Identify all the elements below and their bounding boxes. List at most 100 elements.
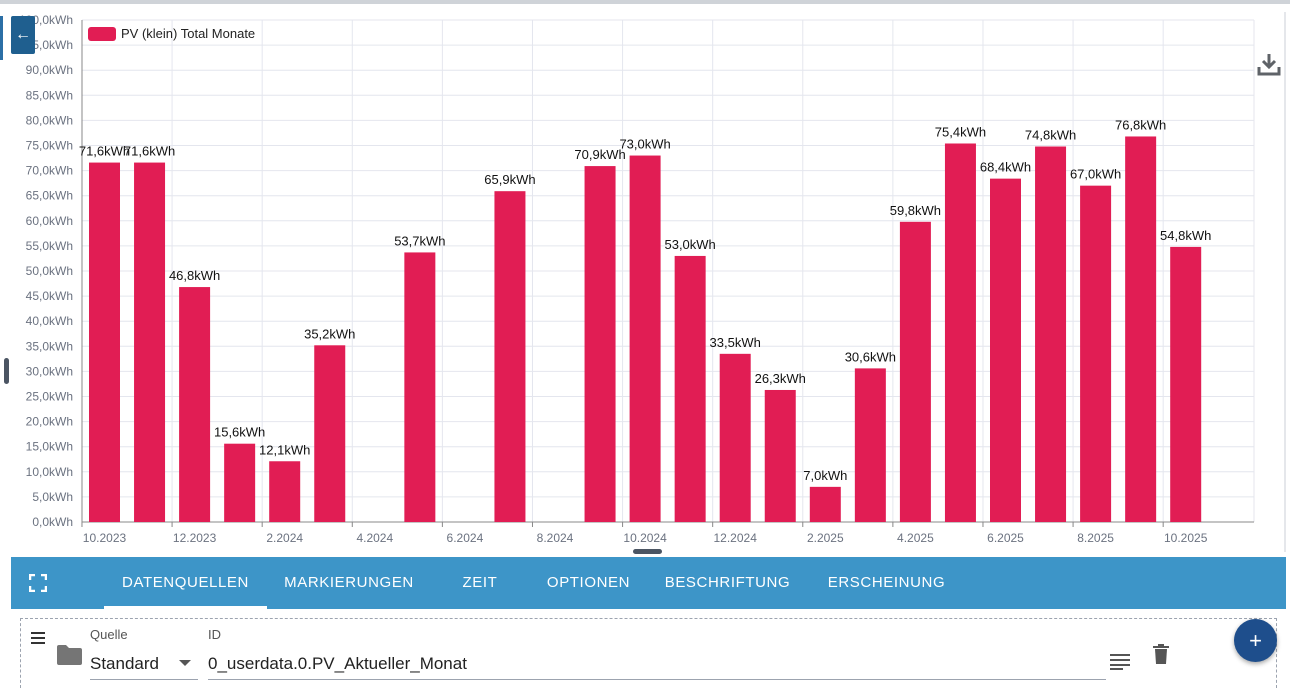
bar bbox=[674, 255, 706, 522]
bar bbox=[269, 461, 301, 522]
y-tick-label: 5,0kWh bbox=[32, 490, 73, 504]
top-border bbox=[0, 0, 1290, 4]
bar bbox=[944, 143, 976, 522]
data-label: 71,6kWh bbox=[124, 144, 175, 159]
tab-zeit[interactable]: ZEIT bbox=[462, 574, 498, 591]
tab-erscheinung[interactable]: ERSCHEINUNG bbox=[827, 574, 946, 591]
y-tick-label: 90,0kWh bbox=[26, 63, 73, 77]
add-datasource-button[interactable]: + bbox=[1234, 619, 1277, 662]
bar-chart: 0,0kWh 5,0kWh 10,0kWh 15,0kWh 20,0kWh 25,0kWh… bbox=[19, 13, 1255, 545]
back-button[interactable]: ← bbox=[11, 16, 35, 54]
x-tick-label: 12.2024 bbox=[714, 531, 758, 545]
data-label: 35,2kWh bbox=[304, 326, 355, 341]
datasource-panel bbox=[20, 618, 1277, 688]
y-tick-label: 25,0kWh bbox=[26, 390, 73, 404]
bar bbox=[629, 155, 661, 523]
x-tick-label: 10.2025 bbox=[1164, 531, 1208, 545]
left-resize-handle[interactable] bbox=[4, 358, 9, 384]
y-tick-label: 80,0kWh bbox=[26, 113, 73, 127]
bar bbox=[89, 162, 120, 522]
y-tick-label: 30,0kWh bbox=[26, 364, 73, 378]
id-label: ID bbox=[208, 627, 221, 642]
y-tick-label: 55,0kWh bbox=[26, 239, 73, 253]
data-label: 74,8kWh bbox=[1025, 128, 1076, 143]
y-tick-label: 10,0kWh bbox=[26, 465, 73, 479]
source-select[interactable]: Standard bbox=[90, 654, 159, 673]
horizontal-resize-handle[interactable] bbox=[633, 549, 662, 554]
data-label: 67,0kWh bbox=[1070, 167, 1121, 182]
data-label: 15,6kWh bbox=[214, 425, 265, 440]
y-tick-label: 75,0kWh bbox=[26, 139, 73, 153]
data-label: 65,9kWh bbox=[484, 172, 535, 187]
chevron-down-icon[interactable] bbox=[179, 660, 191, 666]
y-tick-label: 70,0kWh bbox=[26, 164, 73, 178]
y-tick-label: 15,0kWh bbox=[26, 440, 73, 454]
data-label: 7,0kWh bbox=[803, 468, 847, 483]
source-label: Quelle bbox=[90, 627, 128, 642]
bar bbox=[719, 353, 751, 522]
data-label: 76,8kWh bbox=[1115, 117, 1166, 132]
bar bbox=[494, 191, 526, 522]
fullscreen-icon[interactable] bbox=[29, 574, 47, 592]
data-label: 75,4kWh bbox=[935, 124, 986, 139]
bar bbox=[764, 389, 796, 522]
trash-icon[interactable] bbox=[1152, 644, 1170, 664]
x-tick-label: 10.2024 bbox=[623, 531, 667, 545]
chart-legend[interactable]: PV (klein) Total Monate bbox=[88, 26, 255, 41]
y-tick-label: 95,0kWh bbox=[26, 38, 73, 52]
bar bbox=[809, 486, 841, 522]
y-tick-label: 85,0kWh bbox=[26, 88, 73, 102]
y-tick-label: 20,0kWh bbox=[26, 415, 73, 429]
bar bbox=[990, 178, 1021, 522]
bar bbox=[179, 287, 211, 522]
x-tick-label: 2.2024 bbox=[266, 531, 303, 545]
tab-datenquellen[interactable]: DATENQUELLEN bbox=[104, 557, 267, 609]
download-button[interactable] bbox=[1256, 50, 1282, 78]
x-tick-label: 4.2025 bbox=[897, 531, 934, 545]
data-label: 46,8kWh bbox=[169, 268, 220, 283]
bar bbox=[1125, 136, 1157, 523]
x-tick-label: 8.2024 bbox=[537, 531, 574, 545]
bar bbox=[224, 443, 256, 522]
data-label: 26,3kWh bbox=[755, 371, 806, 386]
id-input[interactable]: 0_userdata.0.PV_Aktueller_Monat bbox=[208, 654, 467, 673]
vertical-splitter[interactable] bbox=[1284, 12, 1286, 552]
data-label: 54,8kWh bbox=[1160, 228, 1211, 243]
y-tick-label: 50,0kWh bbox=[26, 264, 73, 278]
bar bbox=[1170, 246, 1202, 523]
y-tick-label: 35,0kWh bbox=[26, 339, 73, 353]
settings-tabbar: DATENQUELLEN MARKIERUNGEN ZEIT OPTIONEN … bbox=[11, 557, 1286, 609]
data-label: 30,6kWh bbox=[845, 349, 896, 364]
bar bbox=[1035, 146, 1067, 522]
data-label: 73,0kWh bbox=[619, 137, 670, 152]
lines-icon[interactable] bbox=[1110, 654, 1130, 670]
data-label: 68,4kWh bbox=[980, 160, 1031, 175]
data-label: 53,7kWh bbox=[394, 233, 445, 248]
drag-menu-icon[interactable] bbox=[31, 632, 45, 644]
y-tick-label: 40,0kWh bbox=[26, 314, 73, 328]
data-label: 53,0kWh bbox=[664, 237, 715, 252]
x-tick-label: 4.2024 bbox=[356, 531, 393, 545]
bar bbox=[314, 345, 346, 522]
legend-label: PV (klein) Total Monate bbox=[121, 26, 256, 41]
data-label: 12,1kWh bbox=[259, 442, 310, 457]
y-tick-label: 45,0kWh bbox=[26, 289, 73, 303]
y-tick-label: 60,0kWh bbox=[26, 214, 73, 228]
folder-icon[interactable] bbox=[56, 644, 83, 666]
legend-swatch bbox=[88, 26, 116, 41]
x-tick-label: 6.2025 bbox=[987, 531, 1024, 545]
x-tick-label: 6.2024 bbox=[447, 531, 484, 545]
left-accent-bar bbox=[0, 16, 3, 60]
plus-icon: + bbox=[1249, 627, 1262, 653]
tab-markierungen[interactable]: MARKIERUNGEN bbox=[284, 574, 414, 591]
tab-optionen[interactable]: OPTIONEN bbox=[546, 574, 631, 591]
bar bbox=[854, 368, 886, 522]
id-underline bbox=[208, 679, 1106, 680]
data-label: 59,8kWh bbox=[890, 203, 941, 218]
bar bbox=[404, 252, 436, 522]
x-tick-label: 12.2023 bbox=[173, 531, 217, 545]
source-underline bbox=[90, 679, 198, 680]
bar bbox=[1080, 185, 1112, 522]
data-label: 33,5kWh bbox=[710, 335, 761, 350]
tab-beschriftung[interactable]: BESCHRIFTUNG bbox=[664, 574, 791, 591]
